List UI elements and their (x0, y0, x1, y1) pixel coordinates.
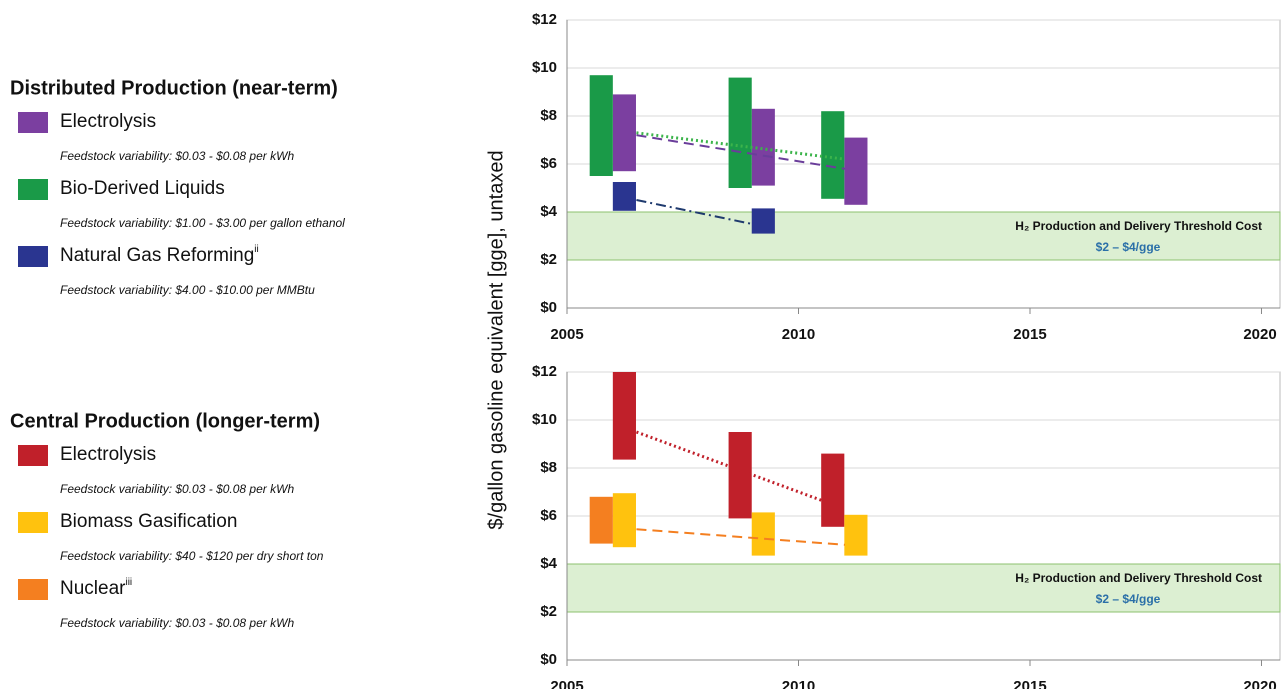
legend-label: Natural Gas Reformingii (60, 244, 259, 266)
legend-note: Feedstock variability: $1.00 - $3.00 per… (60, 216, 345, 230)
x-tick-label: 2005 (550, 678, 583, 689)
y-tick-label: $10 (532, 411, 557, 428)
range-bar (613, 493, 636, 547)
legend-name: Nuclear (60, 578, 126, 599)
threshold-label: H₂ Production and Delivery Threshold Cos… (1015, 219, 1262, 233)
legend-swatch (18, 445, 48, 466)
threshold-label: H₂ Production and Delivery Threshold Cos… (1015, 571, 1262, 585)
legend-note: Feedstock variability: $0.03 - $0.08 per… (60, 616, 294, 630)
legend-label: Electrolysis (60, 111, 156, 132)
legend-name: Electrolysis (60, 111, 156, 132)
y-tick-label: $8 (540, 107, 557, 124)
range-bar (821, 111, 844, 199)
x-tick-label: 2015 (1013, 678, 1046, 689)
range-bar (821, 454, 844, 527)
y-tick-label: $8 (540, 459, 557, 476)
threshold-sublabel: $2 – $4/gge (1096, 240, 1161, 254)
x-tick-label: 2010 (782, 678, 815, 689)
page: $/gallon gasoline equivalent [gge], unta… (0, 0, 1282, 689)
x-tick-label: 2020 (1243, 678, 1276, 689)
range-bar (752, 512, 775, 555)
legend-swatch (18, 179, 48, 200)
legend-name: Electrolysis (60, 444, 156, 465)
y-tick-label: $2 (540, 251, 557, 268)
legend-title: Central Production (longer-term) (10, 410, 320, 432)
legend-swatch (18, 512, 48, 533)
legend-note: Feedstock variability: $4.00 - $10.00 pe… (60, 283, 315, 297)
x-tick-label: 2015 (1013, 326, 1046, 343)
x-tick-label: 2020 (1243, 326, 1276, 343)
legend-label: Electrolysis (60, 444, 156, 465)
range-bar (729, 78, 752, 188)
range-bar (844, 515, 867, 556)
y-tick-label: $2 (540, 603, 557, 620)
y-tick-label: $6 (540, 155, 557, 172)
y-tick-label: $0 (540, 299, 557, 316)
y-tick-label: $4 (540, 555, 557, 572)
y-tick-label: $6 (540, 507, 557, 524)
range-bar (590, 75, 613, 176)
legend-label: Biomass Gasification (60, 511, 237, 532)
range-bar (844, 138, 867, 205)
legend-title: Distributed Production (near-term) (10, 77, 338, 99)
legend-note: Feedstock variability: $0.03 - $0.08 per… (60, 149, 294, 163)
legend-note: Feedstock variability: $40 - $120 per dr… (60, 549, 324, 563)
y-axis-label: $/gallon gasoline equivalent [gge], unta… (485, 150, 507, 529)
y-tick-label: $12 (532, 11, 557, 28)
legend-note: Feedstock variability: $0.03 - $0.08 per… (60, 482, 294, 496)
y-tick-label: $10 (532, 59, 557, 76)
threshold-sublabel: $2 – $4/gge (1096, 592, 1161, 606)
range-bar (613, 182, 636, 211)
y-tick-label: $12 (532, 363, 557, 380)
range-bar (590, 497, 613, 544)
legend-name: Natural Gas Reforming (60, 245, 254, 266)
range-bar (613, 372, 636, 460)
legend-swatch (18, 579, 48, 600)
range-bar (729, 432, 752, 518)
legend-footnote: iii (125, 577, 132, 588)
legend-swatch (18, 246, 48, 267)
legend-label: Bio-Derived Liquids (60, 178, 225, 199)
range-bar (613, 94, 636, 171)
legend-name: Bio-Derived Liquids (60, 178, 225, 199)
legend-footnote: ii (254, 244, 258, 255)
range-bar (752, 109, 775, 186)
x-tick-label: 2005 (550, 326, 583, 343)
legend-swatch (18, 112, 48, 133)
legend-label: Nucleariii (60, 577, 132, 599)
x-tick-label: 2010 (782, 326, 815, 343)
legend-name: Biomass Gasification (60, 511, 237, 532)
range-bar (752, 208, 775, 233)
y-tick-label: $0 (540, 651, 557, 668)
y-tick-label: $4 (540, 203, 557, 220)
